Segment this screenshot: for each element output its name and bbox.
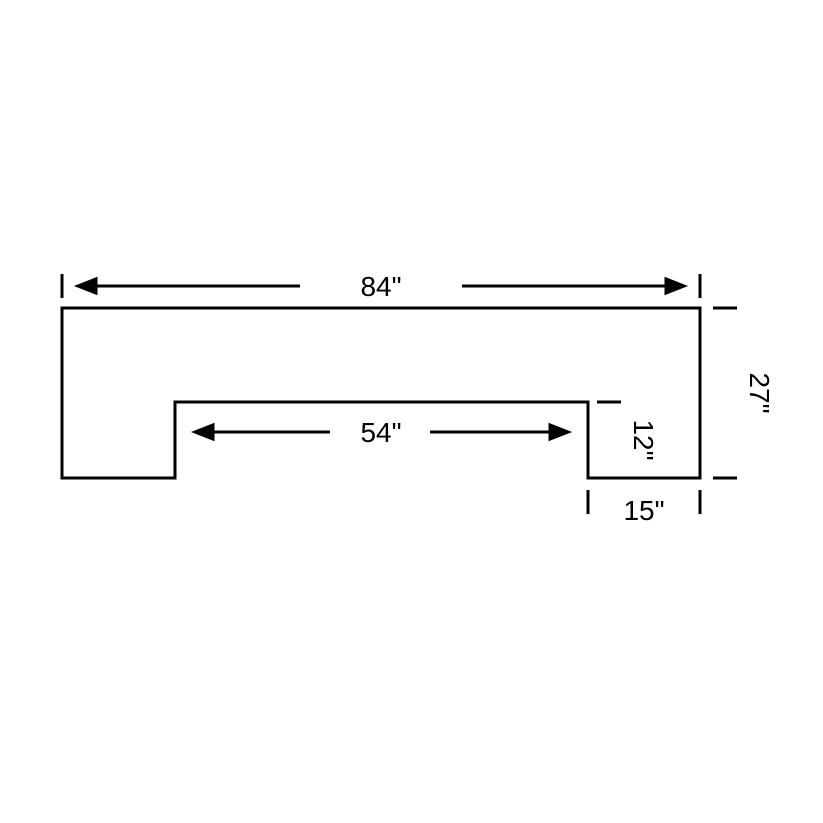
dim-inner-height (597, 402, 621, 478)
dim-overall-height (713, 308, 737, 478)
dim-overall-width-label: 84" (360, 271, 401, 302)
shape-outline (62, 308, 700, 478)
dim-inner-height-label: 12" (628, 419, 659, 460)
dim-leg-width-label: 15" (623, 495, 664, 526)
dim-inner-width-label: 54" (360, 417, 401, 448)
dimension-diagram: 84" 54" 27" 12" 15" (0, 0, 823, 823)
dim-overall-height-label: 27" (744, 372, 775, 413)
